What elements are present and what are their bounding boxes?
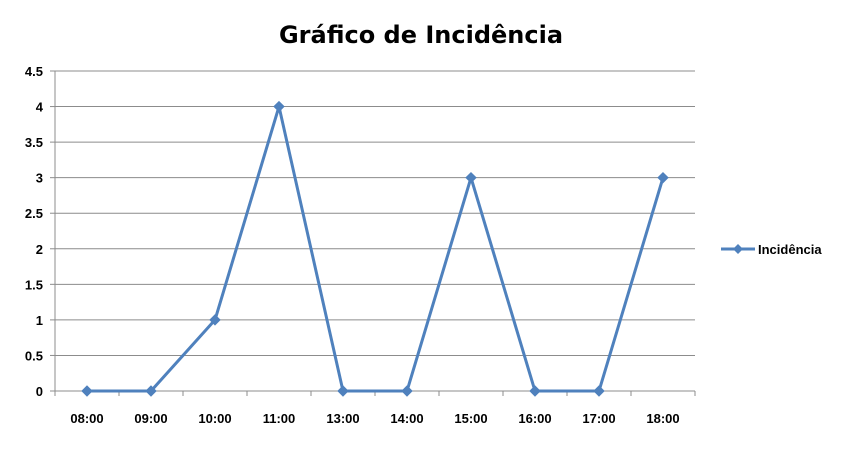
- chart-title: Gráfico de Incidência: [279, 21, 563, 49]
- x-axis-ticks: 08:00 09:00 10:00 11:00 13:00 14:00 15:00 16:00…: [70, 411, 679, 426]
- y-tick-label: 2: [36, 242, 43, 257]
- y-tick-label: 3.5: [25, 135, 43, 150]
- data-point-marker: [81, 385, 93, 397]
- y-tick-label: 4: [36, 100, 44, 115]
- x-tick-label: 13:00: [326, 411, 359, 426]
- y-tick-label: 0.5: [25, 348, 43, 363]
- gridlines: [55, 70, 695, 356]
- axes: [50, 70, 696, 396]
- data-point-marker: [273, 100, 285, 113]
- y-tick-label: 2.5: [25, 206, 43, 221]
- data-point-marker: [593, 385, 605, 397]
- x-tick-label: 09:00: [134, 411, 167, 426]
- data-point-marker: [145, 385, 157, 397]
- series-layer: [81, 100, 669, 397]
- y-tick-label: 3: [36, 171, 43, 186]
- data-point-marker: [209, 314, 221, 326]
- y-tick-label: 4.5: [25, 64, 43, 79]
- legend-marker-icon: [733, 244, 743, 254]
- x-tick-label: 15:00: [454, 411, 487, 426]
- data-point-marker: [401, 385, 413, 397]
- data-point-marker: [337, 385, 349, 397]
- x-tick-label: 14:00: [390, 411, 423, 426]
- data-point-marker: [657, 171, 669, 184]
- legend: Incidência: [721, 242, 822, 257]
- legend-label: Incidência: [758, 242, 822, 257]
- x-tick-label: 16:00: [518, 411, 551, 426]
- x-tick-label: 18:00: [646, 411, 679, 426]
- x-tick-label: 17:00: [582, 411, 615, 426]
- y-tick-label: 1: [36, 313, 43, 328]
- x-tick-label: 10:00: [198, 411, 231, 426]
- y-axis-ticks: 0 0.5 1 1.5 2 2.5 3 3.5 4 4.5: [25, 64, 44, 399]
- x-tick-label: 11:00: [263, 411, 296, 426]
- x-tick-label: 08:00: [70, 411, 103, 426]
- data-point-marker: [465, 171, 477, 184]
- y-tick-label: 1.5: [25, 277, 43, 292]
- data-point-marker: [529, 385, 541, 397]
- y-tick-label: 0: [36, 384, 43, 399]
- series-line: [87, 105, 665, 393]
